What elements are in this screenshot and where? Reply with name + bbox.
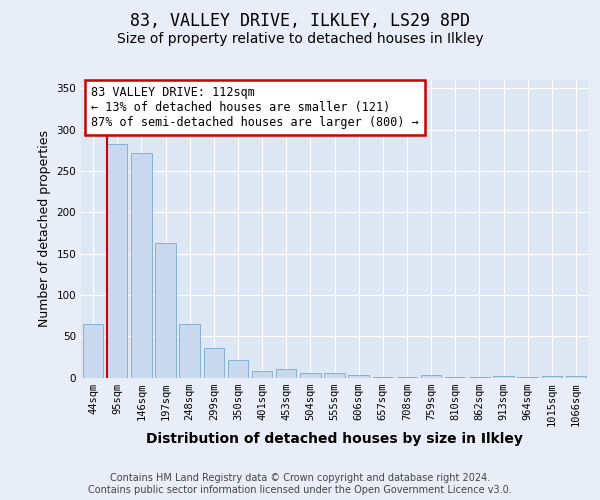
Bar — [83, 324, 103, 378]
Y-axis label: Number of detached properties: Number of detached properties — [38, 130, 51, 327]
Text: 83 VALLEY DRIVE: 112sqm
← 13% of detached houses are smaller (121)
87% of semi-d: 83 VALLEY DRIVE: 112sqm ← 13% of detache… — [91, 86, 419, 129]
Bar — [373, 376, 393, 378]
Text: Size of property relative to detached houses in Ilkley: Size of property relative to detached ho… — [116, 32, 484, 46]
Bar — [493, 376, 514, 378]
Text: Contains HM Land Registry data © Crown copyright and database right 2024.
Contai: Contains HM Land Registry data © Crown c… — [88, 474, 512, 495]
Bar — [252, 371, 272, 378]
Bar — [276, 369, 296, 378]
Bar — [445, 376, 466, 378]
Bar — [131, 152, 152, 378]
Bar — [300, 372, 320, 378]
X-axis label: Distribution of detached houses by size in Ilkley: Distribution of detached houses by size … — [146, 432, 523, 446]
Bar — [155, 243, 176, 378]
Bar — [349, 375, 369, 378]
Bar — [397, 376, 417, 378]
Bar — [517, 376, 538, 378]
Bar — [227, 360, 248, 378]
Bar — [324, 374, 345, 378]
Text: 83, VALLEY DRIVE, ILKLEY, LS29 8PD: 83, VALLEY DRIVE, ILKLEY, LS29 8PD — [130, 12, 470, 30]
Bar — [107, 144, 127, 378]
Bar — [469, 376, 490, 378]
Bar — [179, 324, 200, 378]
Bar — [421, 375, 442, 378]
Bar — [542, 376, 562, 378]
Bar — [566, 376, 586, 378]
Bar — [203, 348, 224, 378]
